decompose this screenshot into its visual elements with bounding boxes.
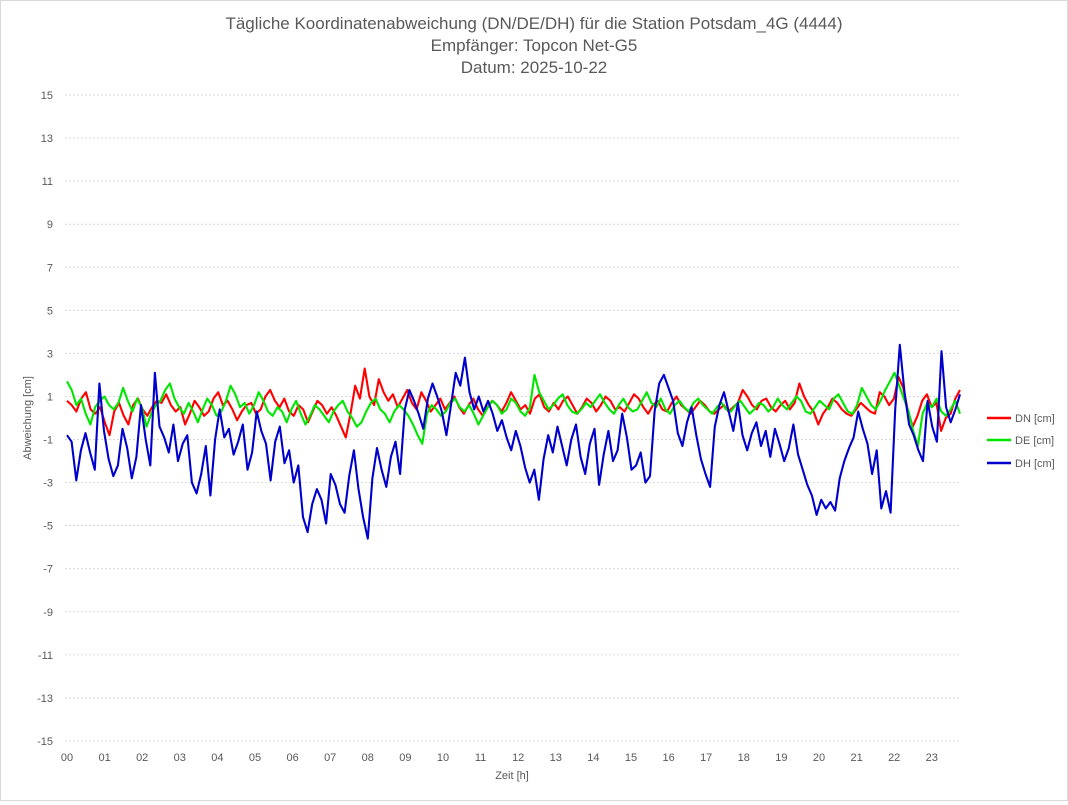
x-tick-label: 05 xyxy=(249,752,261,764)
series-line-dh xyxy=(66,343,962,540)
y-tick-label: 5 xyxy=(47,305,53,317)
legend-label-dn: DN [cm] xyxy=(1015,413,1055,425)
y-tick-label: 11 xyxy=(42,176,53,188)
y-tick-label: -1 xyxy=(43,435,53,447)
y-tick-label: -13 xyxy=(37,693,53,705)
x-tick-label: 12 xyxy=(512,752,524,764)
y-axis-ticks: 15 13 11 9 7 5 3 1 -1 -3 -5 -7 -9 -11 -13 -15 xyxy=(37,90,53,748)
y-tick-label: -11 xyxy=(38,650,53,662)
x-tick-label: 01 xyxy=(98,752,110,764)
y-tick-label: -5 xyxy=(43,521,53,533)
x-tick-label: 07 xyxy=(324,752,336,764)
y-tick-label: 1 xyxy=(47,391,53,403)
y-tick-label: 7 xyxy=(47,262,53,274)
x-tick-label: 16 xyxy=(662,752,674,764)
x-tick-label: 18 xyxy=(738,752,750,764)
legend-label-de: DE [cm] xyxy=(1015,435,1054,447)
x-tick-label: 09 xyxy=(399,752,411,764)
series-line-de xyxy=(66,371,961,448)
y-tick-label: 3 xyxy=(47,348,53,360)
x-axis-label: Zeit [h] xyxy=(495,770,529,782)
x-tick-label: 19 xyxy=(775,752,787,764)
x-tick-label: 11 xyxy=(475,752,486,764)
chart-title-line-3: Datum: 2025-10-22 xyxy=(461,58,607,77)
y-tick-label: 13 xyxy=(41,133,53,145)
legend-label-dh: DH [cm] xyxy=(1015,458,1055,470)
chart-title: Tägliche Koordinatenabweichung (DN/DE/DH… xyxy=(225,14,842,77)
y-tick-label: 9 xyxy=(47,219,53,231)
x-tick-label: 04 xyxy=(211,752,223,764)
x-tick-label: 03 xyxy=(174,752,186,764)
x-tick-label: 15 xyxy=(625,752,637,764)
x-tick-label: 23 xyxy=(926,752,938,764)
x-tick-label: 06 xyxy=(286,752,298,764)
y-tick-label: 15 xyxy=(41,90,53,102)
x-tick-label: 20 xyxy=(813,752,825,764)
chart-title-line-2: Empfänger: Topcon Net-G5 xyxy=(431,36,638,55)
chart-title-line-1: Tägliche Koordinatenabweichung (DN/DE/DH… xyxy=(225,14,842,33)
x-tick-label: 00 xyxy=(61,752,73,764)
y-tick-label: -9 xyxy=(43,607,53,619)
x-tick-label: 17 xyxy=(700,752,712,764)
x-tick-label: 13 xyxy=(550,752,562,764)
series-lines xyxy=(66,343,962,540)
grid xyxy=(65,94,959,742)
x-tick-label: 21 xyxy=(850,752,862,764)
x-axis-ticks: 00 01 02 03 04 05 06 07 08 09 10 11 12 13 14 15 16 17 18 19… xyxy=(61,752,938,764)
x-tick-label: 22 xyxy=(888,752,900,764)
y-tick-label: -7 xyxy=(43,564,53,576)
y-tick-label: -3 xyxy=(43,478,53,490)
x-tick-label: 10 xyxy=(437,752,449,764)
x-tick-label: 08 xyxy=(362,752,374,764)
x-tick-label: 02 xyxy=(136,752,148,764)
y-tick-label: -15 xyxy=(37,736,53,748)
legend: DN [cm] DE [cm] DH [cm] xyxy=(987,413,1055,470)
series-line-dn xyxy=(66,367,961,439)
y-axis-label: Abweichung [cm] xyxy=(22,376,34,460)
x-tick-label: 14 xyxy=(587,752,599,764)
